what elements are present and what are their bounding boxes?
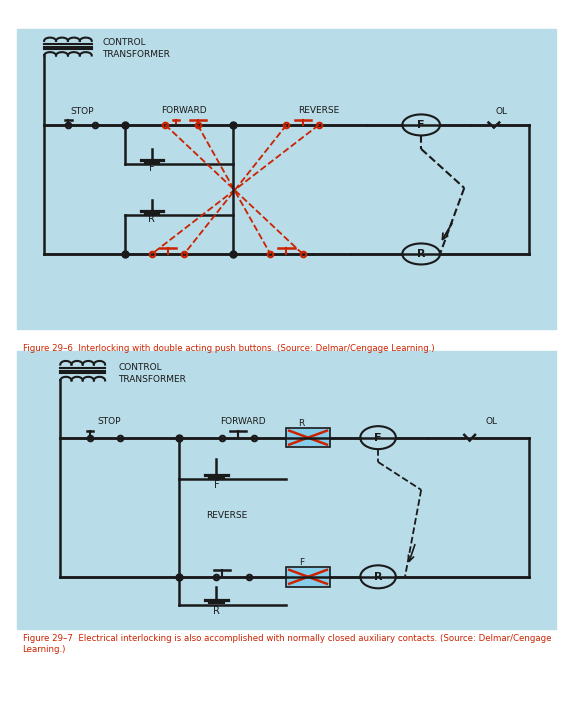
- Text: F: F: [374, 432, 382, 442]
- Text: R: R: [213, 607, 220, 617]
- Text: STOP: STOP: [97, 416, 120, 426]
- Text: CONTROL
TRANSFORMER: CONTROL TRANSFORMER: [119, 363, 186, 384]
- Text: R: R: [374, 572, 382, 582]
- Text: REVERSE: REVERSE: [206, 510, 247, 520]
- FancyBboxPatch shape: [286, 428, 329, 448]
- Text: R: R: [299, 419, 305, 428]
- Text: R: R: [417, 249, 425, 259]
- Text: Figure 29–7  Electrical interlocking is also accomplished with normally closed a: Figure 29–7 Electrical interlocking is a…: [22, 634, 551, 654]
- Text: F: F: [149, 163, 155, 174]
- Text: F: F: [299, 558, 304, 568]
- Text: Figure 29–6  Interlocking with double acting push buttons. (Source: Delmar/Cenga: Figure 29–6 Interlocking with double act…: [22, 344, 434, 353]
- FancyBboxPatch shape: [286, 567, 329, 586]
- Text: F: F: [417, 120, 425, 130]
- Text: FORWARD: FORWARD: [221, 416, 266, 426]
- Text: OL: OL: [496, 108, 508, 116]
- Text: REVERSE: REVERSE: [298, 106, 339, 115]
- Text: FORWARD: FORWARD: [162, 106, 207, 115]
- Text: R: R: [148, 215, 155, 224]
- Text: F: F: [214, 480, 219, 490]
- Text: CONTROL
TRANSFORMER: CONTROL TRANSFORMER: [103, 38, 170, 59]
- Text: OL: OL: [485, 416, 497, 426]
- Text: STOP: STOP: [70, 108, 93, 116]
